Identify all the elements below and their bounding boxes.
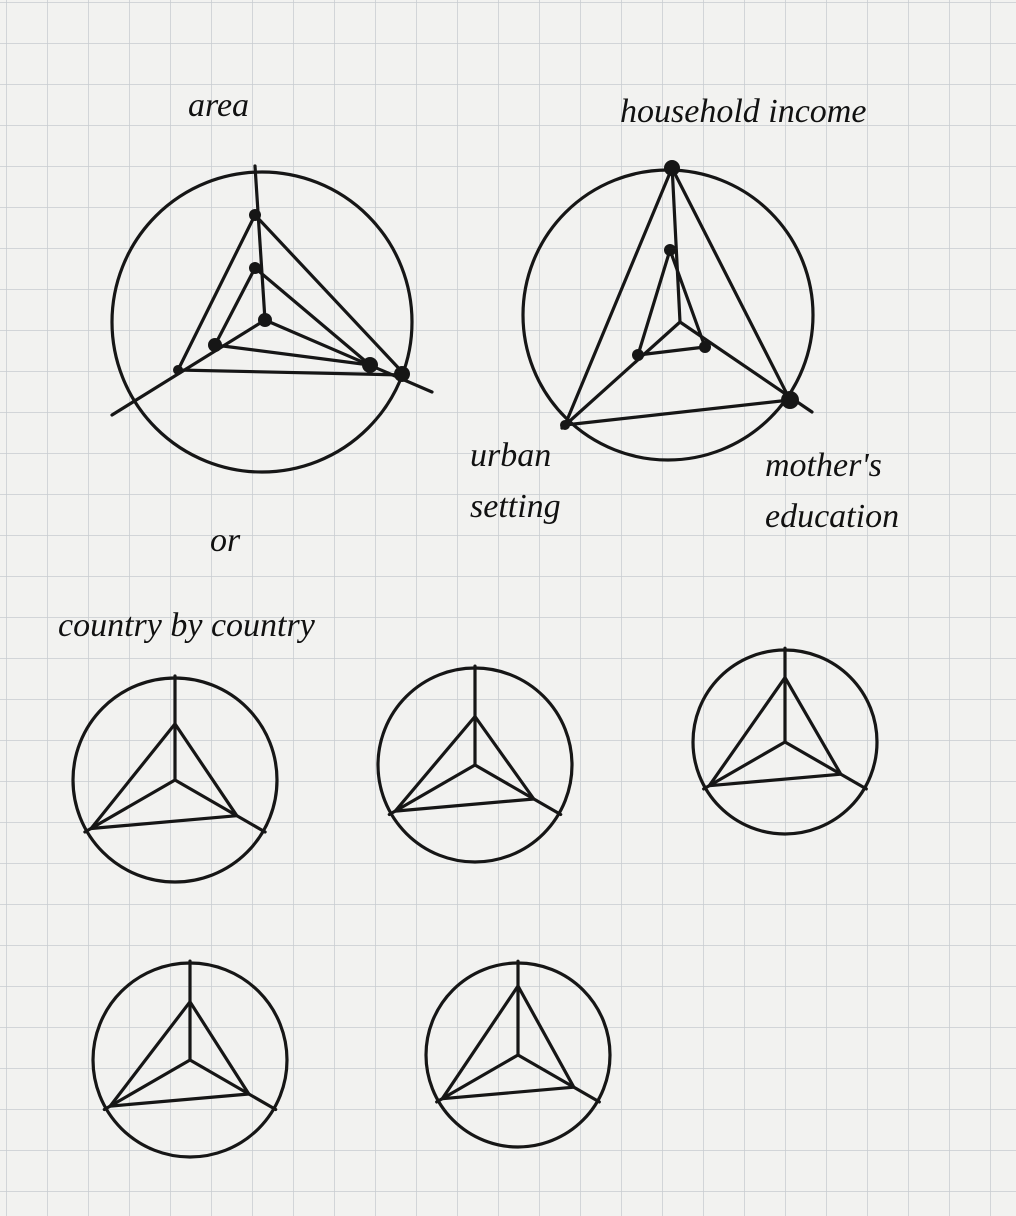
triangle bbox=[89, 722, 239, 831]
area-label: area bbox=[188, 87, 250, 124]
triangle bbox=[707, 676, 843, 788]
axes bbox=[83, 674, 267, 834]
points bbox=[560, 160, 799, 430]
radar-sketch bbox=[424, 959, 612, 1149]
left-label: urban setting bbox=[470, 437, 561, 525]
triangle bbox=[108, 1000, 251, 1108]
axes bbox=[435, 959, 601, 1104]
circle bbox=[110, 170, 414, 474]
inner-triangle bbox=[636, 248, 707, 357]
axes bbox=[102, 959, 278, 1112]
radar-sketch bbox=[691, 646, 879, 836]
axes bbox=[702, 646, 868, 791]
points bbox=[173, 209, 410, 382]
radar-sketch bbox=[91, 959, 289, 1159]
triangle bbox=[393, 714, 536, 813]
radar-sketch bbox=[376, 664, 574, 864]
country-sketches bbox=[71, 646, 879, 1159]
outer-triangle bbox=[563, 166, 792, 427]
section-title: country by country bbox=[58, 607, 315, 644]
radar-sketch-household bbox=[521, 160, 815, 462]
radar-sketch-area bbox=[110, 164, 434, 474]
separator: or bbox=[210, 522, 241, 559]
triangle bbox=[440, 984, 576, 1101]
outer-triangle bbox=[176, 213, 407, 377]
top-label: household income bbox=[620, 93, 867, 130]
right-label: mother's education bbox=[765, 447, 900, 535]
radar-sketch bbox=[71, 674, 279, 884]
inner-triangle bbox=[213, 266, 372, 367]
